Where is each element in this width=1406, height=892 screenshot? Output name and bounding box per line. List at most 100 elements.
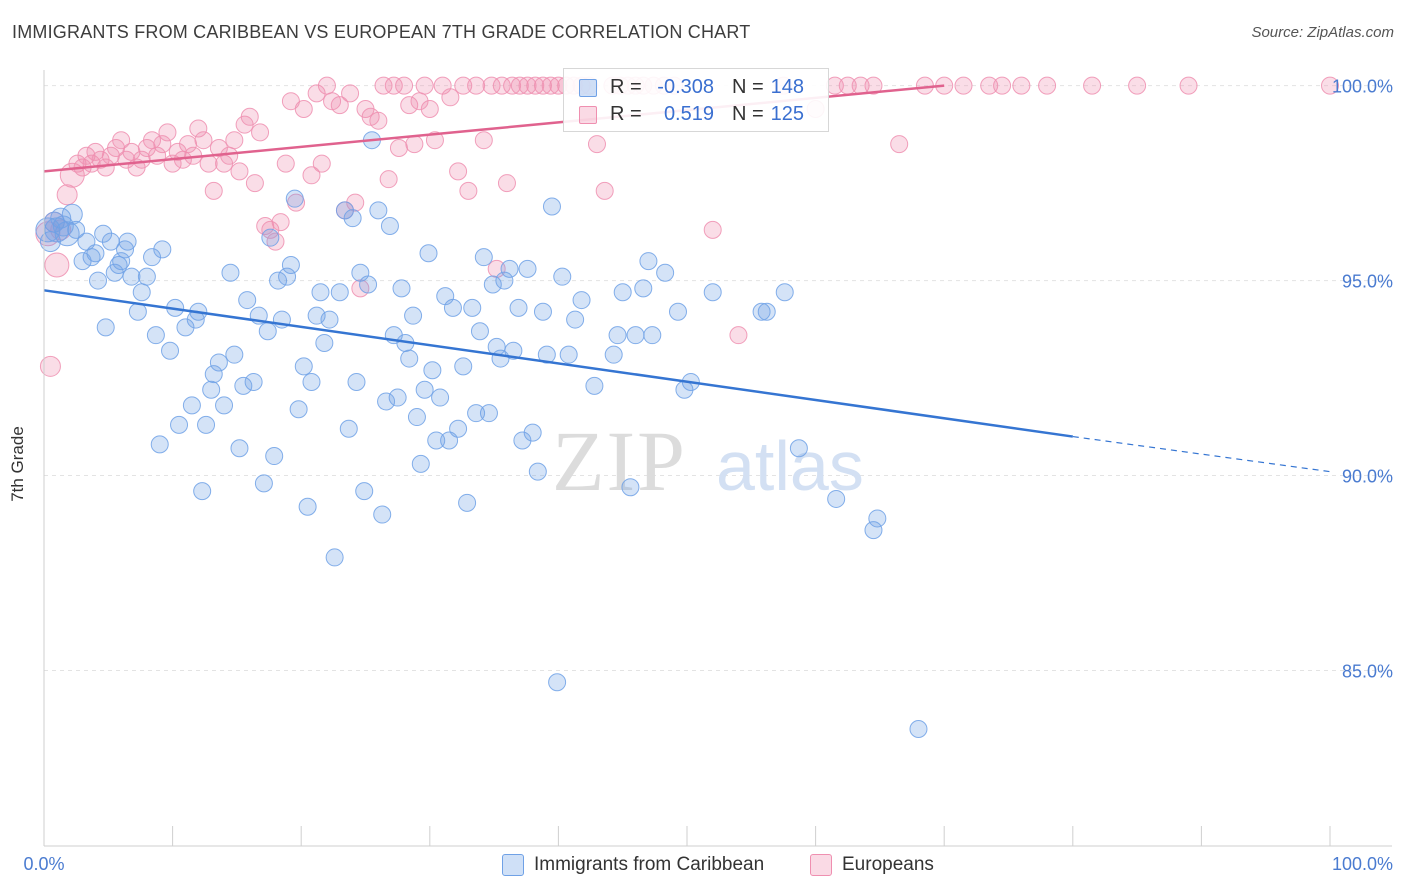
data-point — [39, 355, 61, 377]
data-point — [347, 372, 366, 391]
data-point — [1128, 76, 1147, 95]
data-point — [289, 400, 308, 419]
trend-line-caribbean — [43, 289, 1073, 438]
data-point — [137, 267, 156, 286]
data-point — [258, 322, 277, 341]
data-point — [294, 357, 313, 376]
data-point — [128, 302, 147, 321]
data-point — [587, 135, 606, 154]
data-point — [54, 221, 80, 247]
data-point — [420, 99, 439, 118]
data-point — [330, 96, 349, 115]
data-point — [67, 220, 86, 239]
y-tick-label: 95.0% — [1342, 272, 1393, 292]
data-point — [492, 76, 511, 95]
data-point — [225, 131, 244, 150]
data-point — [86, 244, 105, 263]
legend-label-europeans: Europeans — [842, 854, 934, 875]
data-point — [265, 447, 284, 466]
data-point — [572, 291, 591, 310]
data-point — [112, 131, 131, 150]
data-point — [757, 302, 776, 321]
data-point — [1038, 76, 1057, 95]
r-label: R = — [610, 76, 642, 98]
data-point — [380, 216, 399, 235]
data-point — [454, 357, 473, 376]
data-point — [909, 720, 928, 739]
data-point — [668, 302, 687, 321]
data-point — [202, 380, 221, 399]
data-point — [585, 376, 604, 395]
data-point — [993, 76, 1012, 95]
data-point — [400, 96, 419, 115]
data-point — [170, 415, 189, 434]
legend-swatch-europeans — [810, 854, 832, 876]
data-point — [234, 376, 253, 395]
r-value: -0.308 — [657, 76, 714, 98]
data-point — [320, 310, 339, 329]
watermark-atlas: atlas — [716, 427, 864, 505]
data-point — [467, 404, 486, 423]
data-point — [400, 349, 419, 368]
data-point — [285, 189, 304, 208]
data-point — [1179, 76, 1198, 95]
data-point — [307, 84, 326, 103]
data-point — [240, 107, 259, 126]
data-point — [379, 170, 398, 189]
n-label: N = — [732, 103, 764, 125]
data-point — [458, 493, 477, 512]
data-point — [513, 431, 532, 450]
data-point — [215, 396, 234, 415]
data-point — [559, 345, 578, 364]
r-label: R = — [610, 103, 642, 125]
data-point — [179, 135, 198, 154]
data-point — [474, 131, 493, 150]
data-point — [500, 259, 519, 278]
data-point — [643, 326, 662, 345]
data-point — [604, 345, 623, 364]
source-label: Source: ZipAtlas.com — [1251, 24, 1394, 41]
data-point — [415, 76, 434, 95]
data-point — [50, 207, 72, 229]
data-point — [980, 76, 999, 95]
data-point — [278, 267, 297, 286]
data-point — [864, 76, 883, 95]
data-point — [415, 380, 434, 399]
data-point — [220, 146, 239, 165]
data-point — [537, 345, 556, 364]
data-point — [533, 76, 552, 95]
data-point — [161, 341, 180, 360]
data-point — [395, 76, 414, 95]
data-point — [373, 505, 392, 524]
data-point — [52, 215, 74, 237]
series-caribbean — [35, 131, 928, 739]
data-point — [454, 76, 473, 95]
data-point — [238, 291, 257, 310]
data-point — [359, 275, 378, 294]
data-point — [194, 131, 213, 150]
data-point — [44, 252, 70, 278]
data-point — [890, 135, 909, 154]
caribbean-swatch — [579, 79, 597, 97]
data-point — [1012, 76, 1031, 95]
data-point — [470, 322, 489, 341]
stats-box: R = -0.308 N = 148 R = 0.519 N = 125 — [563, 68, 829, 132]
data-point — [729, 326, 748, 345]
axes — [43, 70, 1392, 847]
data-point — [118, 232, 137, 251]
data-point — [389, 138, 408, 157]
data-point — [504, 341, 523, 360]
data-point — [281, 255, 300, 274]
chart-title: IMMIGRANTS FROM CARIBBEAN VS EUROPEAN 7T… — [12, 22, 751, 42]
data-point — [775, 283, 794, 302]
data-point — [269, 271, 288, 290]
data-point — [317, 76, 336, 95]
data-point — [497, 174, 516, 193]
data-point — [518, 259, 537, 278]
data-point — [271, 213, 290, 232]
watermark: ZIP atlas — [552, 413, 864, 509]
data-point — [423, 361, 442, 380]
data-point — [254, 474, 273, 493]
data-point — [230, 439, 249, 458]
data-point — [225, 345, 244, 364]
